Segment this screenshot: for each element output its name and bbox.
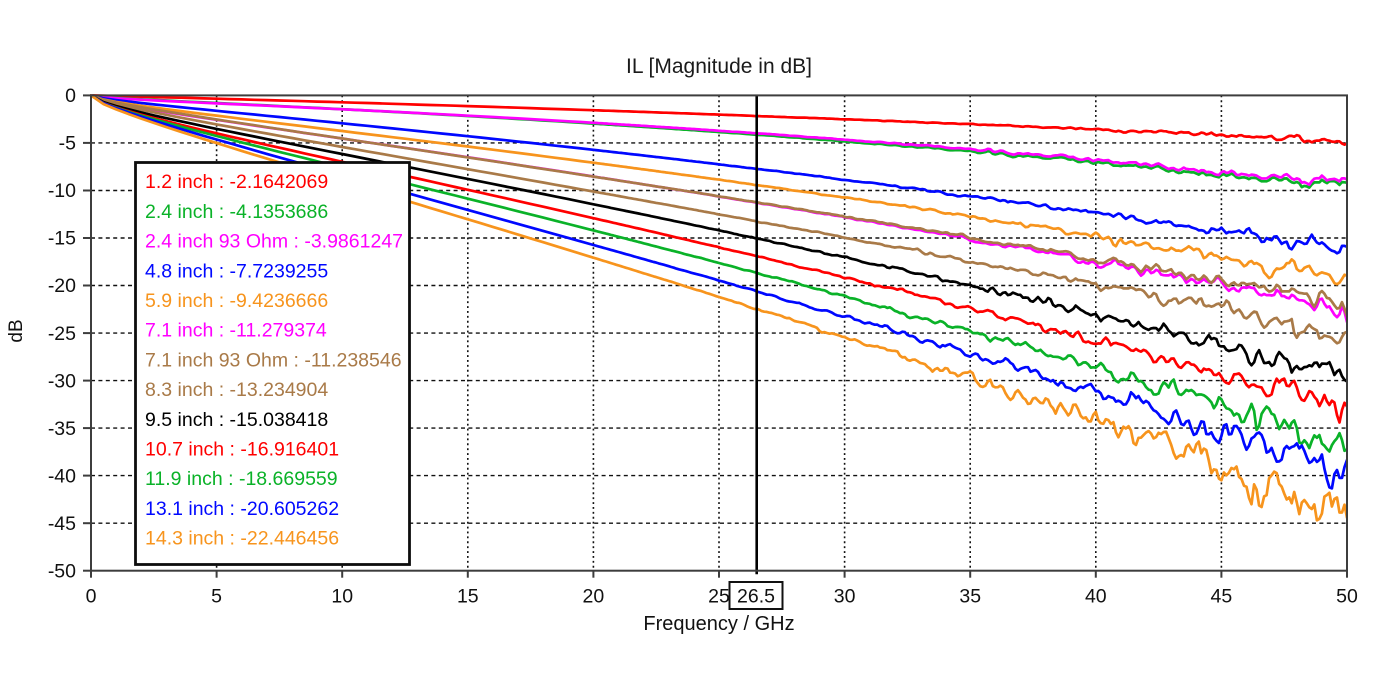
svg-text:2.4 inch : -4.1353686: 2.4 inch : -4.1353686 [145, 201, 328, 223]
svg-text:7.1 inch 93 Ohm : -11.238546: 7.1 inch 93 Ohm : -11.238546 [145, 349, 402, 371]
svg-text:-5: -5 [59, 133, 76, 155]
svg-text:4.8 inch : -7.7239255: 4.8 inch : -7.7239255 [145, 260, 328, 282]
svg-text:25: 25 [708, 586, 730, 608]
svg-text:50: 50 [1336, 586, 1358, 608]
svg-text:35: 35 [959, 586, 981, 608]
svg-text:7.1 inch : -11.279374: 7.1 inch : -11.279374 [145, 320, 327, 342]
svg-text:-40: -40 [48, 465, 76, 487]
svg-text:Frequency / GHz: Frequency / GHz [643, 613, 794, 635]
svg-text:-10: -10 [48, 180, 76, 202]
svg-text:40: 40 [1085, 586, 1107, 608]
svg-text:-35: -35 [48, 418, 76, 440]
svg-text:1.2 inch : -2.1642069: 1.2 inch : -2.1642069 [145, 171, 328, 193]
svg-text:0: 0 [65, 85, 76, 107]
svg-text:20: 20 [583, 586, 605, 608]
svg-text:dB: dB [6, 319, 27, 342]
svg-text:5: 5 [211, 586, 222, 608]
svg-text:-20: -20 [48, 275, 76, 297]
svg-text:-25: -25 [48, 323, 76, 345]
svg-text:11.9 inch : -18.669559: 11.9 inch : -18.669559 [145, 468, 338, 490]
svg-text:9.5 inch : -15.038418: 9.5 inch : -15.038418 [145, 409, 328, 431]
svg-text:-45: -45 [48, 513, 76, 535]
svg-text:5.9 inch : -9.4236666: 5.9 inch : -9.4236666 [145, 290, 328, 312]
svg-text:IL [Magnitude in dB]: IL [Magnitude in dB] [626, 55, 812, 78]
svg-text:14.3 inch : -22.446456: 14.3 inch : -22.446456 [145, 528, 339, 550]
svg-text:45: 45 [1211, 586, 1233, 608]
svg-text:2.4 inch 93 Ohm : -3.9861247: 2.4 inch 93 Ohm : -3.9861247 [145, 231, 403, 253]
svg-text:15: 15 [457, 586, 479, 608]
svg-text:13.1 inch : -20.605262: 13.1 inch : -20.605262 [145, 498, 339, 520]
svg-text:0: 0 [86, 586, 97, 608]
svg-text:-50: -50 [48, 560, 76, 582]
svg-text:30: 30 [834, 586, 856, 608]
svg-text:26.5: 26.5 [737, 586, 775, 608]
svg-text:-30: -30 [48, 370, 76, 392]
svg-text:-15: -15 [48, 228, 76, 250]
svg-text:10.7 inch : -16.916401: 10.7 inch : -16.916401 [145, 439, 339, 461]
svg-text:10: 10 [331, 586, 353, 608]
svg-text:8.3 inch : -13.234904: 8.3 inch : -13.234904 [145, 379, 328, 401]
